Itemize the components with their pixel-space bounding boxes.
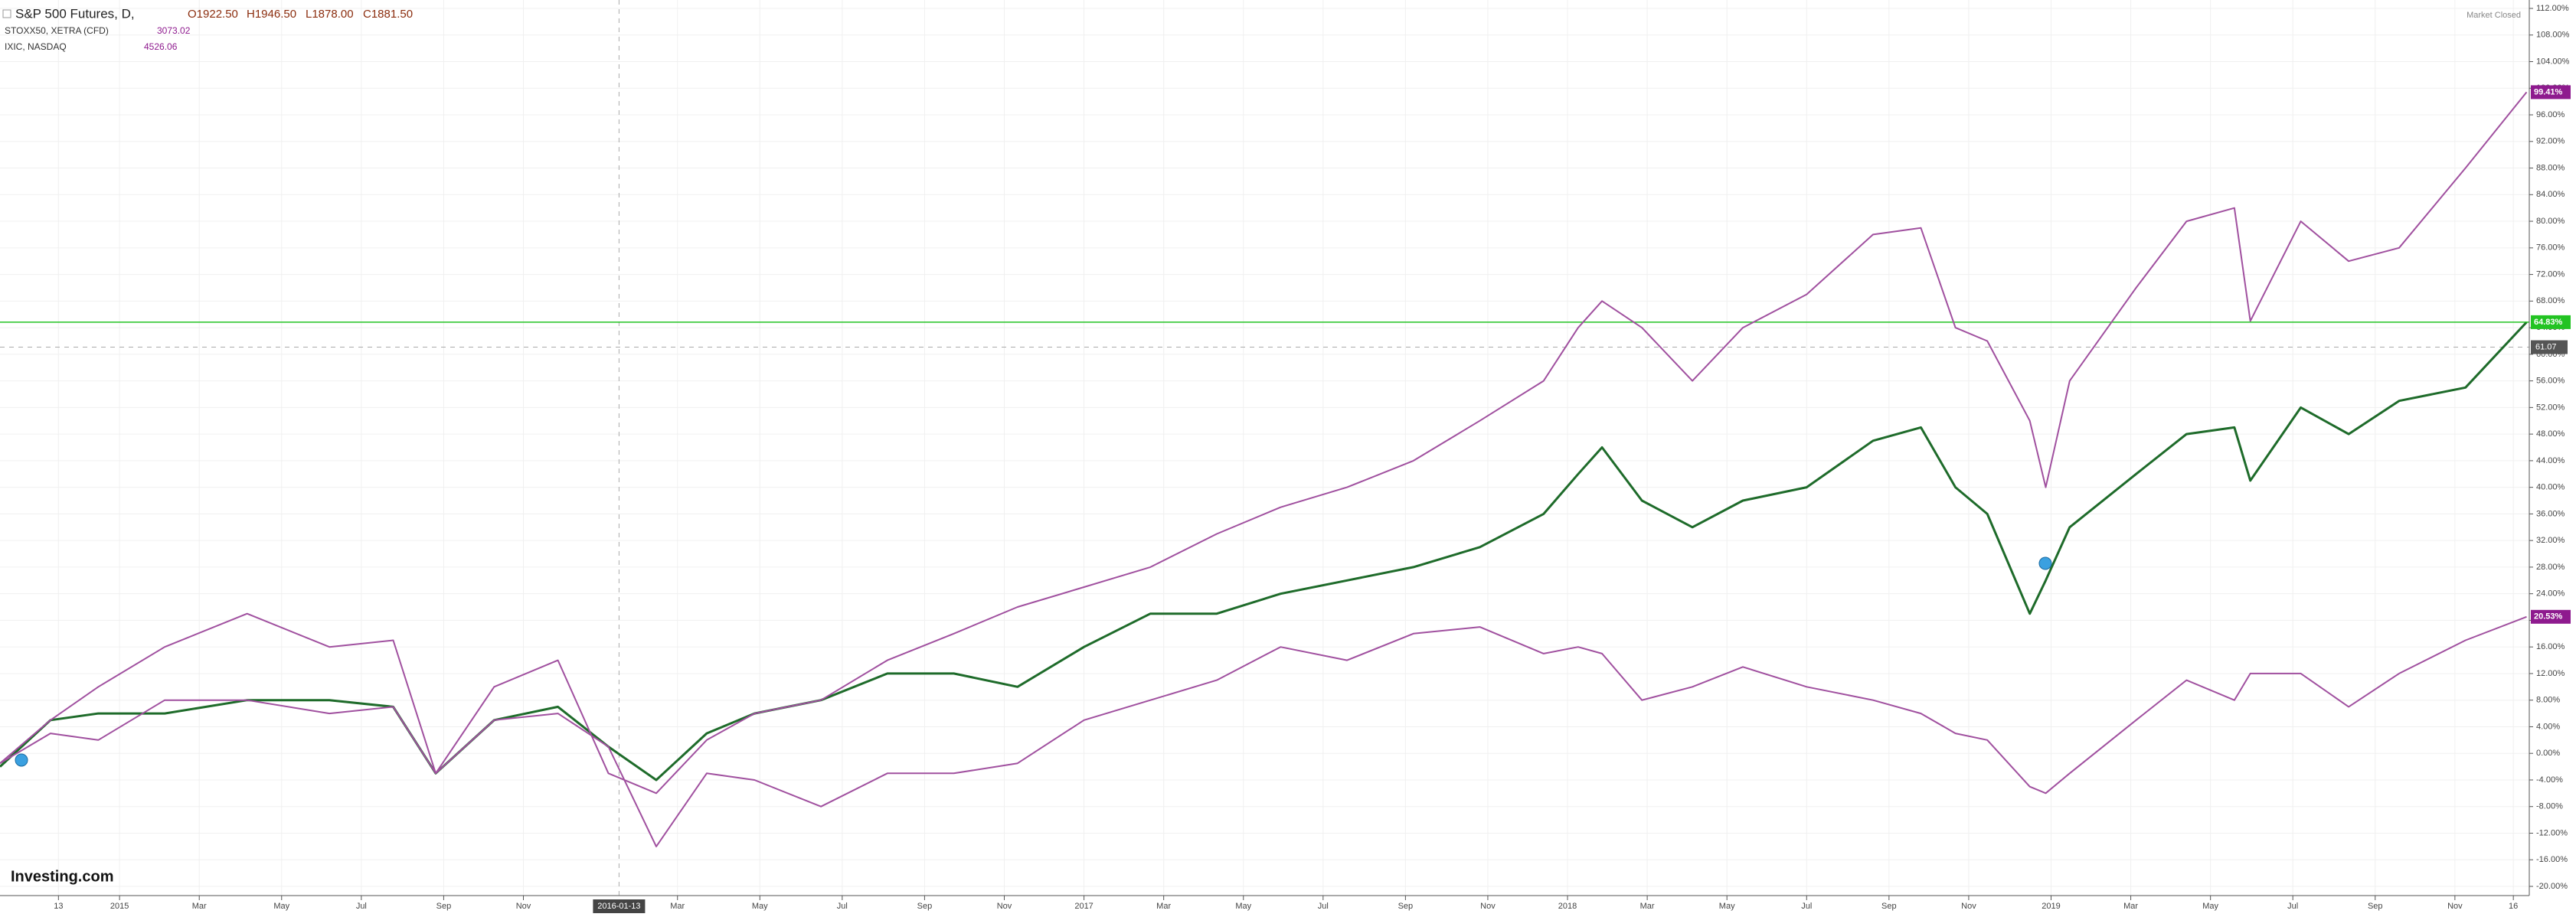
x-tick-label: Jul [837,902,848,911]
last-value-label: 64.83% [2534,318,2563,327]
crosshair-y-label: 61.07 [2535,342,2557,351]
y-tick-label: 4.00% [2536,722,2560,731]
ohlc: H1946.50 [247,8,296,21]
y-tick-label: 56.00% [2536,377,2565,386]
x-tick-label: Mar [192,902,207,911]
crosshair-x-label: 2016-01-13 [597,902,640,911]
grid [0,0,2529,896]
y-tick-label: 28.00% [2536,563,2565,572]
event-marker [15,753,28,767]
series-legend: STOXX50, XETRA (CFD) [5,25,109,36]
last-value-label: 99.41% [2534,87,2563,96]
x-tick-label: Jul [1801,902,1812,911]
y-tick-label: 12.00% [2536,669,2565,678]
x-tick-label: Jul [1318,902,1329,911]
y-tick-label: -20.00% [2536,882,2568,891]
y-tick-label: 0.00% [2536,749,2560,758]
y-tick-label: 68.00% [2536,296,2565,305]
series-line [0,615,2527,847]
series-value: 3073.02 [157,25,191,36]
x-tick-label: Sep [1881,902,1897,911]
y-tick-label: -16.00% [2536,855,2568,864]
y-tick-label: -8.00% [2536,802,2563,811]
ohlc: O1922.50 [188,8,238,21]
x-tick-label: May [2202,902,2218,911]
ohlc: C1881.50 [363,8,413,21]
x-tick-label: 13 [54,902,63,911]
x-tick-label: 2015 [110,902,129,911]
event-marker [2038,556,2052,570]
x-tick-label: Sep [2368,902,2383,911]
plot [0,91,2529,847]
y-tick-label: 72.00% [2536,269,2565,279]
last-value-label: 20.53% [2534,612,2563,622]
logo: Investing.com [11,868,113,885]
icon [2,9,11,18]
y-tick-label: -12.00% [2536,828,2568,837]
ohlc: L1878.00 [306,8,354,21]
crosshair-x-box [593,899,646,913]
x-tick-label: Nov [516,902,531,911]
x-tick-label: Mar [1156,902,1171,911]
y-tick-label: 88.00% [2536,163,2565,172]
y-tick-label: 32.00% [2536,536,2565,545]
y-tick-label: 112.00% [2536,4,2569,13]
crosshair-y-box [2531,340,2568,354]
y-tick-label: 80.00% [2536,217,2565,226]
x-tick-label: Sep [917,902,933,911]
y-tick-label: 104.00% [2536,57,2570,66]
y-tick-label: 8.00% [2536,696,2560,705]
series-value: 4526.06 [144,41,178,52]
y-tick-label: 36.00% [2536,509,2565,518]
y-tick-label: 108.00% [2536,31,2570,40]
x-tick-label: 2017 [1074,902,1093,911]
x-tick-label: Mar [670,902,685,911]
y-tick-label: 84.00% [2536,190,2565,199]
y-tick-label: 52.00% [2536,403,2565,412]
last-value-box [2531,315,2571,329]
x-tick-label: Mar [1640,902,1655,911]
y-tick-label: 16.00% [2536,642,2565,651]
x-tick-label: Nov [2447,902,2463,911]
market-status: Market Closed [2466,11,2521,20]
x-tick-label: Sep [436,902,452,911]
x-tick-label: 16 [2509,902,2518,911]
y-tick-label: 92.00% [2536,137,2565,146]
y-tick-label: 76.00% [2536,243,2565,253]
x-tick-label: Jul [2287,902,2298,911]
x-tick-label: Mar [2123,902,2138,911]
x-tick-label: 2018 [1558,902,1577,911]
x-tick-label: May [752,902,768,911]
last-value-box [2531,609,2571,624]
x-tick-label: May [1235,902,1251,911]
x-tick-label: 2019 [2042,902,2060,911]
series-line [0,91,2528,795]
x-tick-label: May [273,902,289,911]
series-legend: IXIC, NASDAQ [5,41,67,52]
x-tick-label: Jul [356,902,367,911]
x-tick-label: May [1719,902,1735,911]
y-tick-label: 24.00% [2536,589,2565,599]
y-tick-label: 96.00% [2536,110,2565,119]
x-tick-label: Sep [1398,902,1414,911]
y-tick-label: 44.00% [2536,456,2565,465]
x-tick-label: Nov [1961,902,1976,911]
axes: 112.00%108.00%104.00%100.00%96.00%92.00%… [54,4,2571,913]
header: S&P 500 Futures, D, O1922.50 H1946.50 L1… [2,6,2521,885]
last-value-box [2531,85,2571,100]
x-tick-label: Nov [997,902,1012,911]
x-tick-label: Nov [1480,902,1496,911]
series-legend: S&P 500 Futures, D, [15,6,135,21]
y-tick-label: -4.00% [2536,775,2563,785]
y-tick-label: 48.00% [2536,429,2565,439]
y-tick-label: 40.00% [2536,483,2565,492]
